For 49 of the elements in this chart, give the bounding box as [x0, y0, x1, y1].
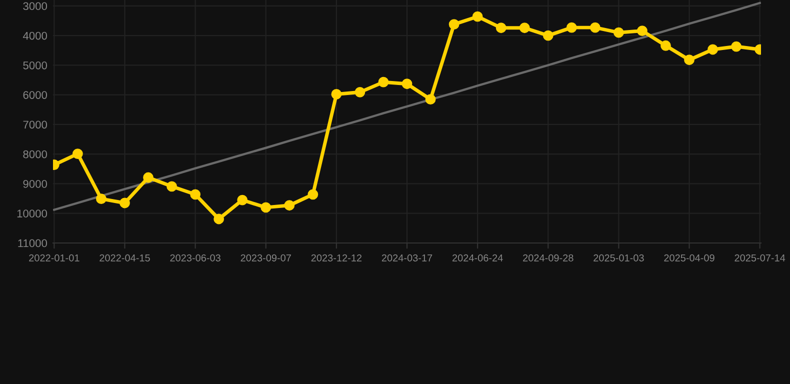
point: [708, 44, 718, 55]
point: [260, 202, 272, 213]
y-tick-label: 7000: [23, 120, 48, 129]
x-tick-label: 2024-03-17: [382, 254, 432, 262]
point: [120, 198, 130, 208]
point: [637, 26, 648, 36]
point: [448, 19, 460, 30]
y-tick-label: 11000: [18, 239, 48, 248]
point: [354, 86, 366, 98]
point: [519, 22, 530, 34]
x-tick-label: 2025-07-14: [734, 254, 786, 262]
y-tick-label: 5000: [23, 61, 48, 70]
y-tick-label: 3000: [23, 2, 48, 10]
x-tick-label: 2023-12-12: [311, 254, 362, 262]
y-tick-label: 9000: [23, 180, 48, 188]
point: [214, 214, 224, 224]
point: [190, 189, 201, 200]
point: [331, 89, 342, 100]
point: [660, 40, 671, 51]
x-tick-label: 2024-09-28: [523, 254, 574, 262]
point: [542, 30, 554, 41]
y-tick-label: 4000: [22, 32, 48, 40]
x-tick-label: 2025-04-09: [664, 254, 714, 262]
point: [96, 194, 106, 204]
point: [143, 172, 154, 183]
x-tick-label: 2022-01-01: [29, 254, 80, 262]
point: [237, 194, 248, 206]
x-tick-label: 2023-06-03: [170, 254, 220, 262]
point: [684, 54, 694, 66]
point: [472, 11, 483, 22]
point: [308, 189, 318, 200]
point: [425, 94, 436, 104]
y-tick-label: 10000: [17, 210, 48, 218]
point: [402, 78, 412, 90]
y-tick-label: 8000: [23, 150, 48, 158]
x-tick-label: 2023-09-07: [240, 254, 291, 262]
x-tick-label: 2025-01-03: [594, 254, 644, 262]
x-tick-label: 2022-04-15: [100, 254, 150, 262]
point: [72, 148, 83, 160]
point: [166, 181, 177, 192]
point: [590, 22, 600, 33]
x-tick-label: 2024-06-24: [452, 254, 503, 262]
point: [284, 200, 295, 211]
y-tick-label: 6000: [23, 91, 48, 99]
point: [496, 22, 506, 34]
point: [566, 22, 577, 33]
point: [613, 27, 624, 38]
point: [731, 41, 742, 52]
point: [378, 76, 389, 88]
